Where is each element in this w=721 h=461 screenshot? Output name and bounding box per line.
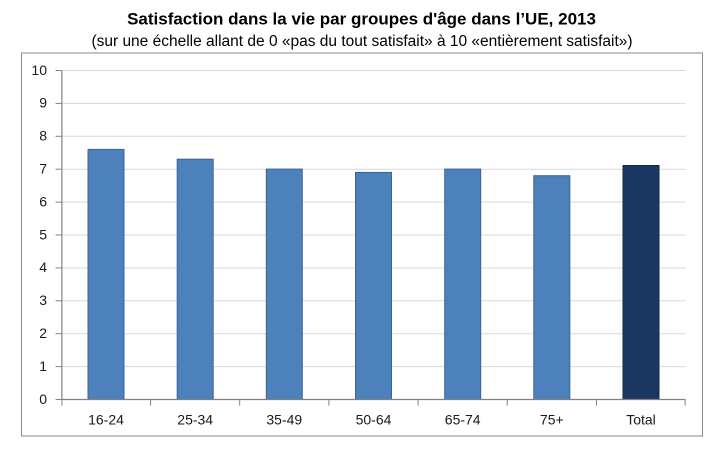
svg-text:7: 7: [39, 161, 47, 177]
svg-text:(sur une échelle allant de 0 «: (sur une échelle allant de 0 «pas du tou…: [91, 33, 632, 50]
svg-text:1: 1: [39, 358, 47, 374]
svg-text:3: 3: [39, 292, 47, 308]
svg-text:35-49: 35-49: [266, 412, 302, 428]
svg-text:0: 0: [39, 391, 47, 407]
svg-text:Satisfaction dans la vie par g: Satisfaction dans la vie par groupes d'â…: [127, 9, 596, 28]
svg-text:2: 2: [39, 325, 47, 341]
svg-text:25-34: 25-34: [177, 412, 213, 428]
svg-text:65-74: 65-74: [445, 412, 481, 428]
svg-text:Total: Total: [626, 412, 656, 428]
svg-text:9: 9: [39, 95, 47, 111]
svg-text:75+: 75+: [540, 412, 564, 428]
svg-text:6: 6: [39, 193, 47, 209]
svg-text:10: 10: [31, 62, 47, 78]
svg-text:50-64: 50-64: [356, 412, 392, 428]
svg-text:8: 8: [39, 128, 47, 144]
svg-text:5: 5: [39, 226, 47, 242]
svg-text:4: 4: [39, 259, 47, 275]
svg-text:16-24: 16-24: [88, 412, 124, 428]
